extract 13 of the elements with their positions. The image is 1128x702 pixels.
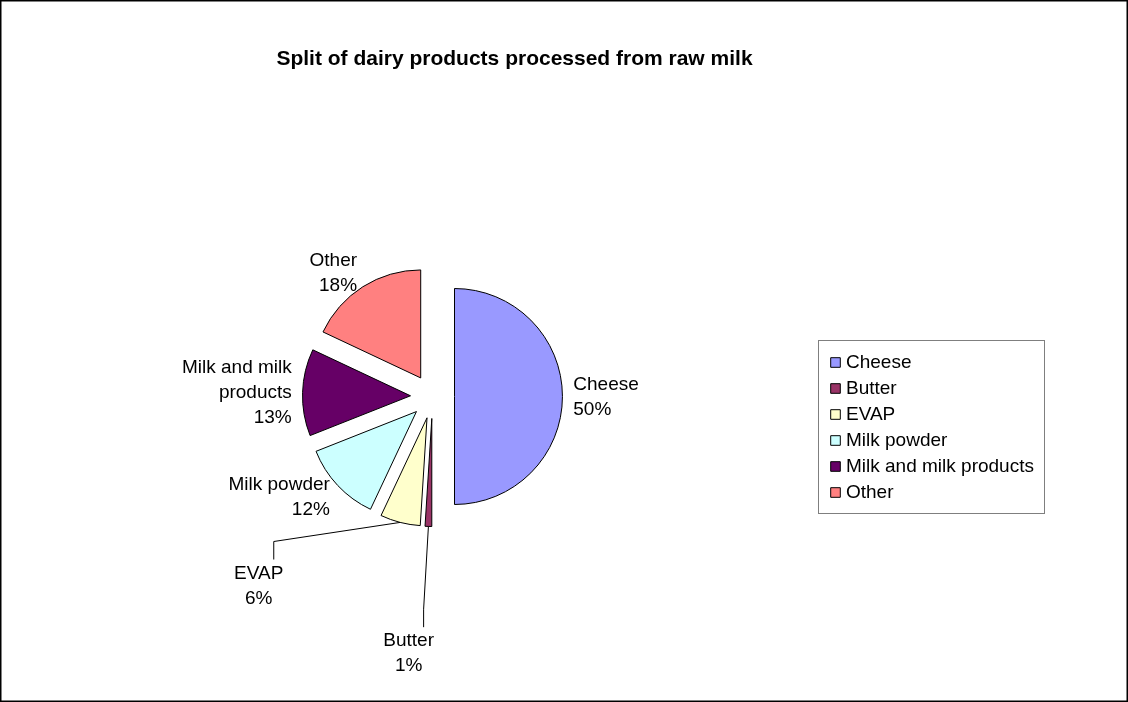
data-label: EVAP 6% [234, 561, 284, 608]
data-label: Milk and milk products 13% [181, 355, 293, 428]
legend-label: EVAP [846, 403, 896, 425]
legend-label: Milk and milk products [846, 455, 1034, 477]
data-label: Milk powder 12% [228, 472, 331, 519]
legend-label: Cheese [846, 351, 912, 373]
data-label: Cheese 50% [573, 372, 639, 419]
chart-title: Split of dairy products processed from raw milk [276, 45, 753, 69]
legend-label: Other [846, 481, 894, 503]
data-label: Butter 1% [383, 629, 435, 676]
legend-label: Butter [846, 377, 897, 399]
data-label: Other 18% [309, 249, 358, 296]
legend-label: Milk powder [846, 429, 948, 451]
